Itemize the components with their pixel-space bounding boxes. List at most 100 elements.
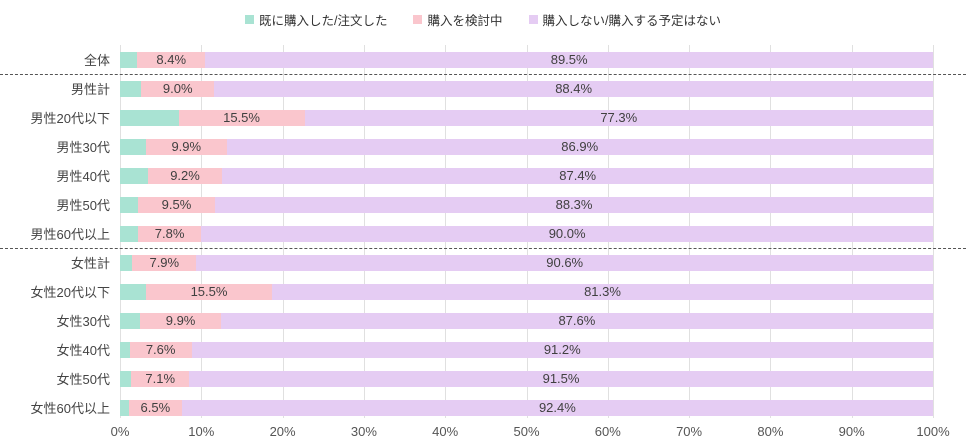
legend-label: 既に購入した/注文した <box>259 14 388 28</box>
legend-item-2: 購入しない/購入する予定はない <box>528 10 721 29</box>
bar-segment-2: 7.1% <box>131 370 190 387</box>
bar-segment-3: 90.0% <box>201 225 933 242</box>
data-label: 9.9% <box>171 138 202 154</box>
bar: 9.9% 87.6% <box>120 312 933 329</box>
bar: 15.5% 77.3% <box>120 109 933 126</box>
category-label: 女性30代 <box>56 314 110 329</box>
bar-segment-2: 6.5% <box>128 399 182 416</box>
bar: 7.8% 90.0% <box>120 225 933 242</box>
x-axis-tick-label: 0% <box>110 424 130 439</box>
section-separator <box>0 74 966 75</box>
bar-segment-1 <box>120 51 138 68</box>
category-label: 女性20代以下 <box>30 285 110 300</box>
bar-segment-1 <box>120 80 142 97</box>
chart-row: 全体 8.4% 89.5% <box>0 45 966 74</box>
bar-segment-3: 86.9% <box>226 138 933 155</box>
data-label: 81.3% <box>584 283 621 299</box>
bar: 8.4% 89.5% <box>120 51 933 68</box>
data-label: 15.5% <box>190 283 228 299</box>
bar-segment-2: 15.5% <box>146 283 273 300</box>
bar: 6.5% 92.4% <box>120 399 933 416</box>
x-axis-tick-label: 70% <box>676 424 703 439</box>
chart-row: 女性60代以上 6.5% 92.4% <box>0 393 966 422</box>
x-axis-tick-label: 80% <box>757 424 784 439</box>
category-label: 女性計 <box>70 256 110 271</box>
section-separator <box>0 248 966 249</box>
bar-segment-3: 88.4% <box>214 80 933 97</box>
bar-segment-3: 87.4% <box>222 167 933 184</box>
data-label: 15.5% <box>223 109 260 125</box>
bar-segment-1 <box>120 196 138 213</box>
x-axis-tick-label: 50% <box>513 424 540 439</box>
x-axis: 0% 10% 20% 30% 40% 50% 60% 70% 80% 90% 100% <box>111 424 950 440</box>
bar-segment-1 <box>120 138 147 155</box>
bar: 7.9% 90.6% <box>120 254 933 271</box>
data-label: 6.5% <box>140 399 171 415</box>
x-axis-tick-label: 100% <box>916 424 950 439</box>
chart-legend: 既に購入した/注文した 購入を検討中 購入しない/購入する予定はない <box>0 10 966 29</box>
data-label: 88.3% <box>555 196 593 212</box>
bar: 9.5% 88.3% <box>120 196 933 213</box>
bar-segment-1 <box>120 312 141 329</box>
bar-segment-1 <box>120 399 129 416</box>
data-label: 77.3% <box>600 109 638 125</box>
bar-segment-2: 7.8% <box>137 225 202 242</box>
data-label: 87.6% <box>558 312 596 328</box>
legend-item-0: 既に購入した/注文した <box>245 10 387 29</box>
chart-rows: 全体 8.4% 89.5% 男性計 9.0% 88.4% 男性20代以下 15.5% 77.3%… <box>0 45 966 422</box>
data-label: 7.9% <box>149 254 180 270</box>
legend-label: 購入を検討中 <box>427 14 503 28</box>
x-axis-tick-label: 40% <box>432 424 459 439</box>
legend-item-1: 購入を検討中 <box>413 10 503 29</box>
bar: 9.9% 86.9% <box>120 138 933 155</box>
legend-label: 購入しない/購入する予定はない <box>542 14 721 28</box>
bar-segment-1 <box>120 283 147 300</box>
bar-segment-2: 9.9% <box>140 312 221 329</box>
bar: 9.2% 87.4% <box>120 167 933 184</box>
x-axis-tick-label: 10% <box>188 424 215 439</box>
data-label: 7.8% <box>154 225 185 241</box>
chart-row: 男性60代以上 7.8% 90.0% <box>0 219 966 248</box>
data-label: 92.4% <box>538 399 576 415</box>
category-label: 女性60代以上 <box>30 401 110 416</box>
data-label: 91.2% <box>543 341 581 357</box>
category-label: 女性50代 <box>56 372 110 387</box>
category-label: 男性60代以上 <box>30 227 110 242</box>
bar: 9.0% 88.4% <box>120 80 933 97</box>
category-label: 全体 <box>83 53 110 68</box>
bar-segment-3: 88.3% <box>215 196 933 213</box>
category-label: 男性50代 <box>56 198 110 213</box>
data-label: 89.5% <box>550 51 588 67</box>
data-label: 9.2% <box>170 167 200 183</box>
bar-segment-2: 7.6% <box>129 341 192 358</box>
bar-segment-2: 9.2% <box>147 167 223 184</box>
bar-segment-2: 9.5% <box>137 196 216 213</box>
data-label: 90.0% <box>548 225 586 241</box>
bar-segment-1 <box>120 109 179 126</box>
data-label: 9.0% <box>162 80 193 96</box>
chart-row: 女性50代 7.1% 91.5% <box>0 364 966 393</box>
bar-segment-3: 91.2% <box>191 341 933 358</box>
data-label: 88.4% <box>555 80 593 96</box>
bar-segment-3: 87.6% <box>220 312 933 329</box>
category-label: 女性40代 <box>56 343 110 358</box>
chart-row: 男性50代 9.5% 88.3% <box>0 190 966 219</box>
data-label: 8.4% <box>156 51 187 67</box>
bar-segment-2: 7.9% <box>132 254 197 271</box>
x-axis-tick-label: 90% <box>838 424 865 439</box>
chart-row: 男性40代 9.2% 87.4% <box>0 161 966 190</box>
data-label: 91.5% <box>542 370 580 386</box>
data-label: 9.5% <box>161 196 192 212</box>
category-label: 男性20代以下 <box>30 111 110 126</box>
bar-segment-3: 92.4% <box>181 399 933 416</box>
bar-segment-1 <box>120 167 148 184</box>
data-label: 87.4% <box>559 167 597 183</box>
bar-segment-3: 81.3% <box>272 283 933 300</box>
bar-segment-2: 9.0% <box>141 80 215 97</box>
x-axis-tick-label: 60% <box>594 424 621 439</box>
category-label: 男性計 <box>70 82 110 97</box>
data-label: 9.9% <box>165 312 196 328</box>
bar-segment-3: 89.5% <box>205 51 933 68</box>
bar: 7.1% 91.5% <box>120 370 933 387</box>
